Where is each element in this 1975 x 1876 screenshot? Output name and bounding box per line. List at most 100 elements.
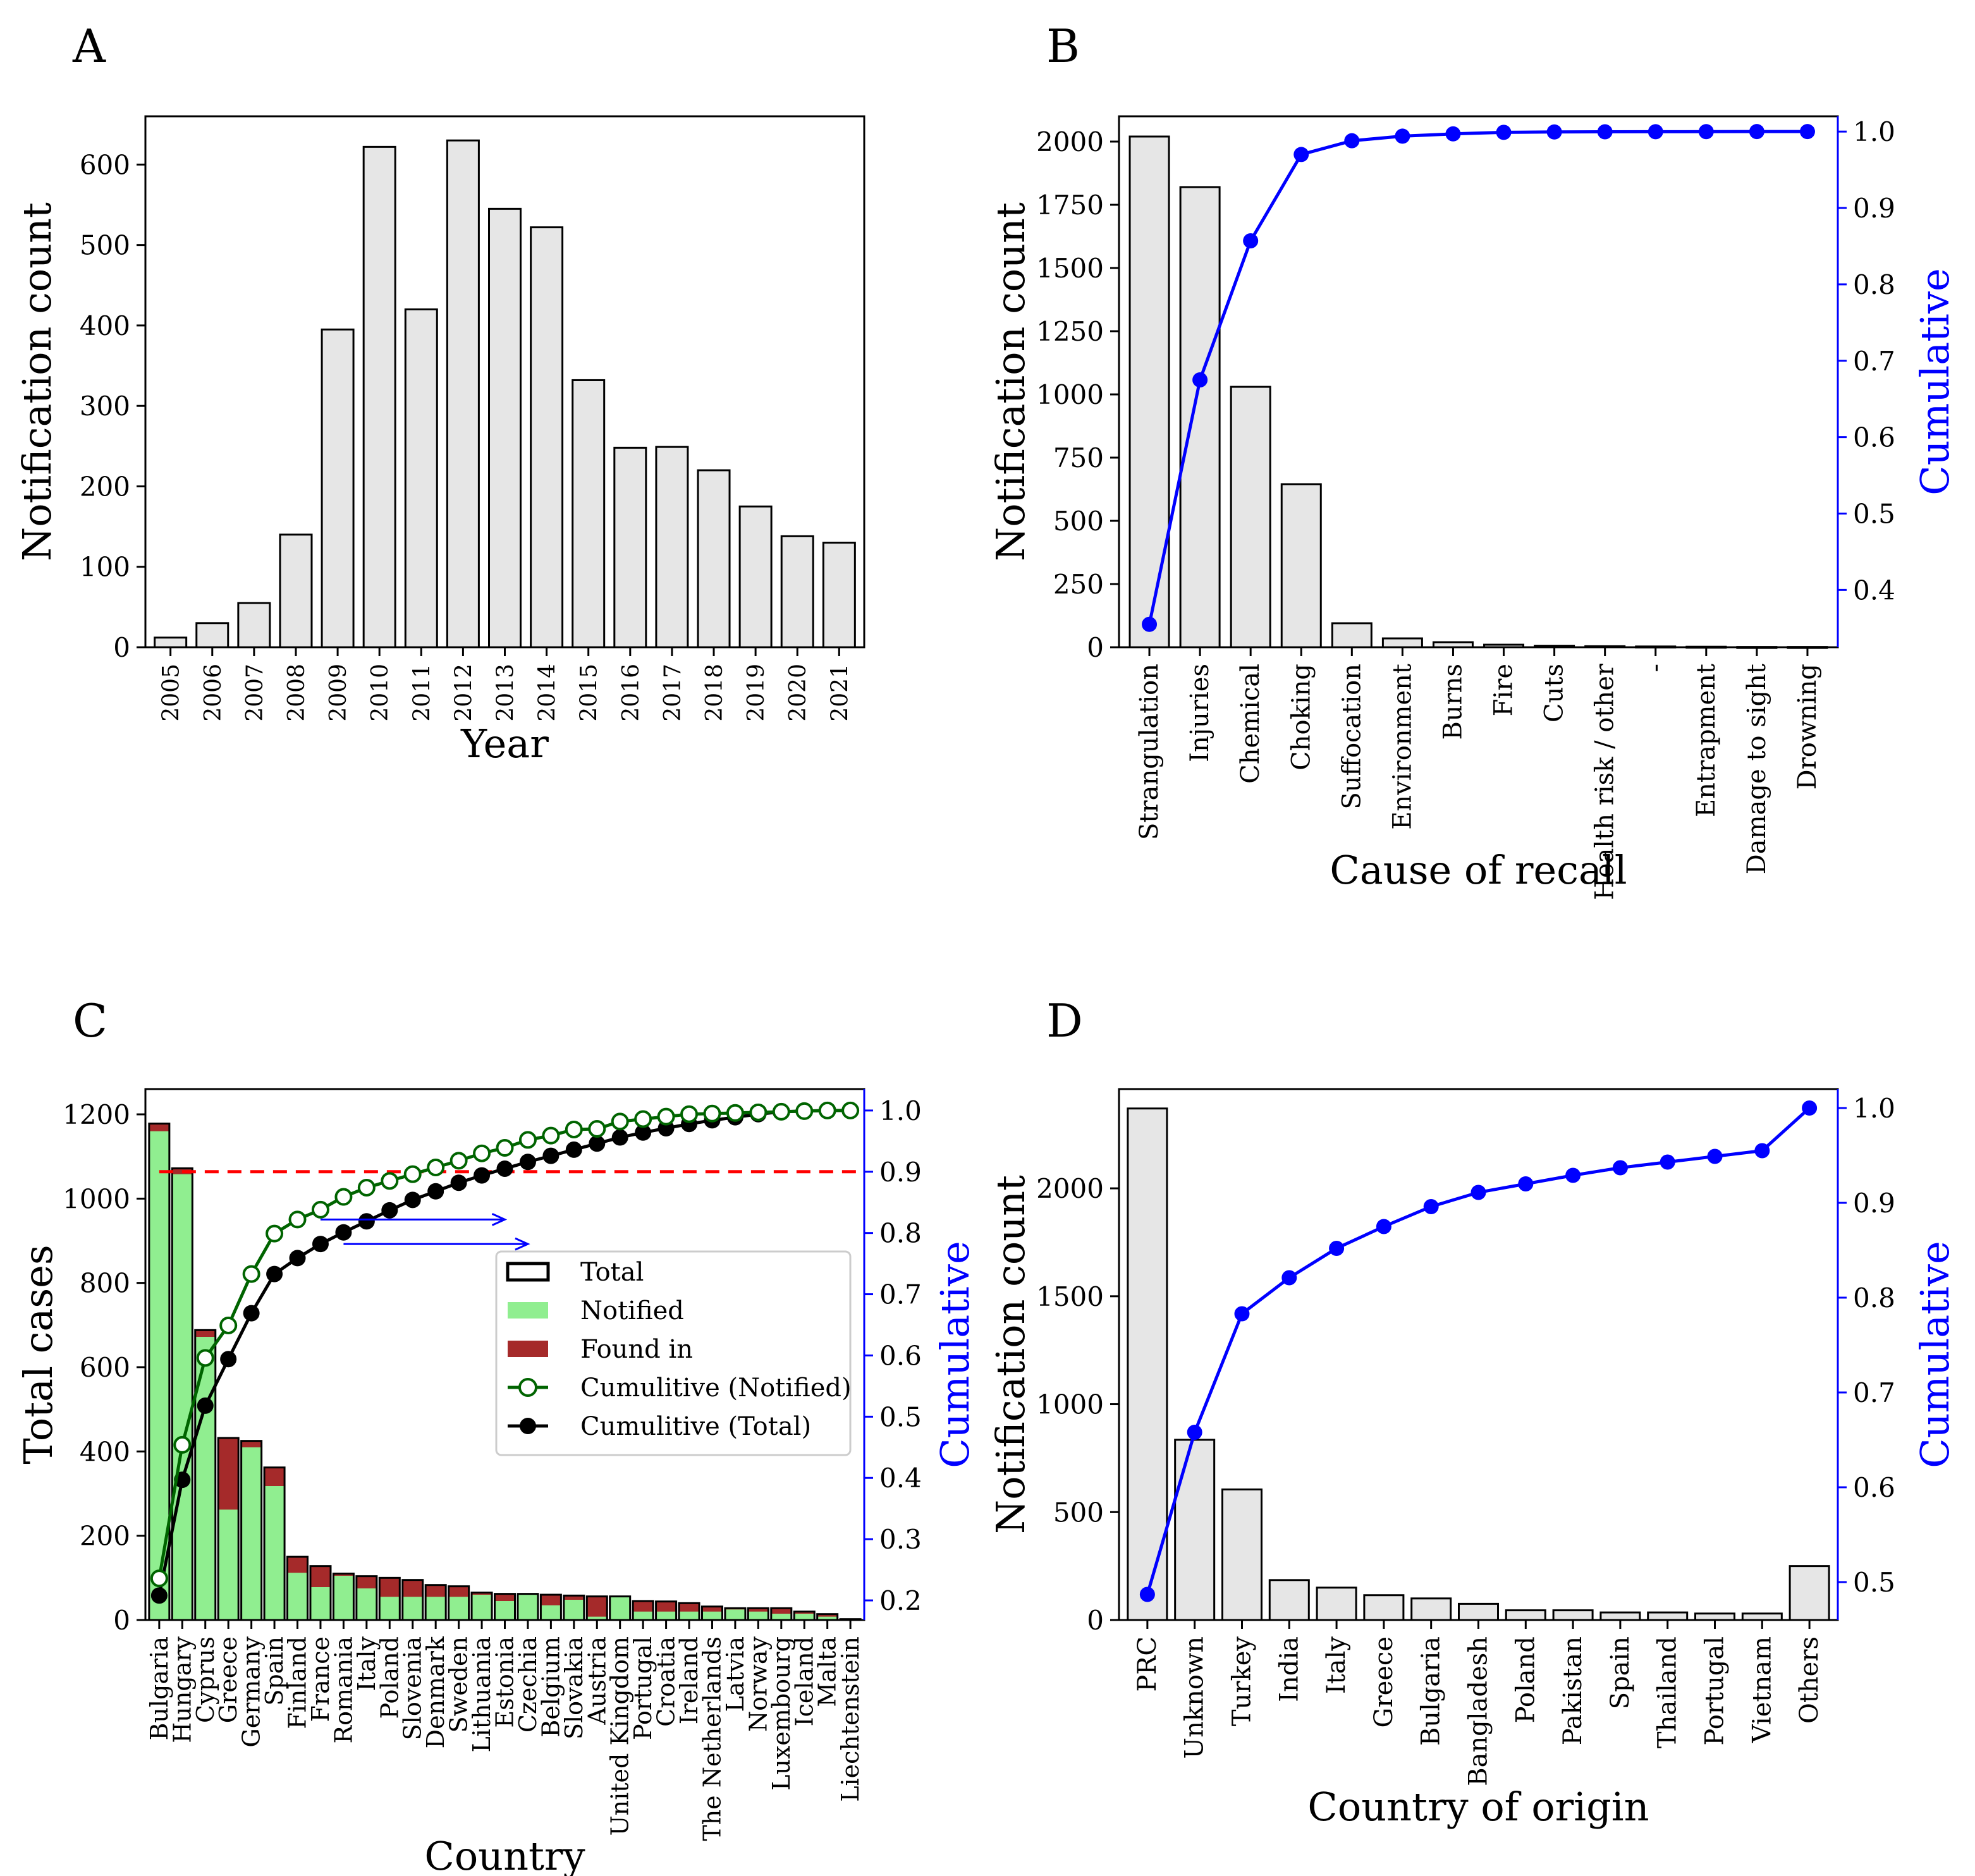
y-tick-label: 1500 xyxy=(1036,1281,1104,1312)
y-tick-label: 2000 xyxy=(1036,1173,1104,1204)
bar xyxy=(1599,1611,1641,1621)
y2-tick-label: 0.9 xyxy=(879,1157,922,1188)
cumulative-total-point xyxy=(474,1167,491,1184)
cumulative-point xyxy=(1546,124,1562,140)
notified-bar xyxy=(472,1595,492,1620)
x-tick-label: Damage to sight xyxy=(1742,664,1771,874)
x-tick-label: Malta xyxy=(814,1636,841,1707)
y2-tick-label: 0.4 xyxy=(1853,575,1895,606)
y2-tick-label: 0.7 xyxy=(879,1279,922,1310)
x-tick-label: 2016 xyxy=(618,664,644,722)
x-tick-label: Choking xyxy=(1287,664,1316,770)
bar xyxy=(1128,135,1170,649)
bar xyxy=(1174,1439,1216,1621)
x-tick-label: - xyxy=(1641,664,1670,673)
x-tick-label: Vietnam xyxy=(1747,1636,1776,1743)
y2-tick-label: 0.6 xyxy=(879,1340,922,1371)
y2-axis-label: Cumulative xyxy=(1912,1241,1958,1468)
x-tick-label: Burns xyxy=(1438,664,1467,740)
cumulative-notified-point xyxy=(542,1126,560,1145)
notified-bar xyxy=(264,1486,285,1620)
x-tick-label: Unknown xyxy=(1180,1636,1209,1759)
x-tick-label: Iceland xyxy=(790,1636,818,1726)
x-tick-label: Cuts xyxy=(1540,664,1569,722)
notified-bar xyxy=(656,1611,676,1620)
legend-label: Cumulitive (Total) xyxy=(580,1412,811,1441)
cumulative-point xyxy=(1518,1176,1534,1191)
x-tick-label: 2011 xyxy=(409,664,435,722)
cumulative-notified-point xyxy=(772,1102,790,1121)
x-tick-label: Germany xyxy=(238,1636,266,1747)
x-tick-label: Denmark xyxy=(422,1636,449,1748)
cumulative-notified-point xyxy=(749,1103,767,1121)
bar xyxy=(738,505,773,649)
y2-axis-label: Cumulative xyxy=(932,1241,978,1468)
y-tick-label: 1200 xyxy=(63,1099,130,1130)
cumulative-notified-point xyxy=(818,1101,836,1119)
x-tick-label: Greece xyxy=(1369,1636,1398,1728)
x-tick-label: Croatia xyxy=(652,1636,680,1727)
cumulative-total-point xyxy=(611,1129,628,1146)
bar xyxy=(321,328,355,649)
x-tick-label: France xyxy=(307,1636,334,1722)
x-tick-label: Thailand xyxy=(1653,1636,1682,1748)
y-tick-label: 1250 xyxy=(1036,316,1104,347)
y2-tick-label: 0.9 xyxy=(1853,193,1895,224)
y-tick-label: 800 xyxy=(80,1268,130,1299)
cumulative-point xyxy=(1192,372,1208,387)
x-tick-label: Liechtenstein xyxy=(836,1636,864,1802)
cumulative-notified-point xyxy=(611,1112,629,1131)
panel-label-a: A xyxy=(72,20,106,73)
cumulative-total-point xyxy=(496,1160,513,1177)
x-tick-label: Slovenia xyxy=(399,1636,427,1740)
bar xyxy=(1230,386,1271,649)
bar xyxy=(1127,1107,1168,1621)
notified-bar xyxy=(702,1611,723,1620)
bar xyxy=(1505,1609,1546,1621)
notified-bar xyxy=(356,1588,377,1620)
y-tick-label: 500 xyxy=(80,230,130,261)
x-tick-label: Bulgaria xyxy=(145,1636,173,1741)
x-tick-label: Sweden xyxy=(445,1636,473,1733)
x-tick-label: Bangladesh xyxy=(1464,1636,1493,1786)
notified-bar xyxy=(679,1611,700,1620)
x-tick-label: India xyxy=(1275,1636,1304,1702)
cumulative-notified-point xyxy=(473,1144,491,1162)
cumulative-point xyxy=(1799,124,1815,140)
bar xyxy=(1410,1597,1452,1621)
notified-bar xyxy=(771,1614,792,1620)
cumulative-total-point xyxy=(312,1236,329,1253)
cumulative-notified-point xyxy=(634,1110,652,1128)
x-axis-label: Cause of recall xyxy=(1330,847,1627,893)
x-tick-label: 2008 xyxy=(284,664,310,722)
x-tick-label: Bulgaria xyxy=(1417,1636,1446,1746)
notified-bar xyxy=(748,1611,769,1620)
y-tick-label: 250 xyxy=(1053,569,1104,600)
cumulative-point xyxy=(1660,1154,1675,1170)
cumulative-notified-point xyxy=(381,1172,399,1190)
y-tick-label: 600 xyxy=(80,149,130,180)
notified-bar xyxy=(149,1131,169,1620)
x-tick-label: 2006 xyxy=(200,664,226,722)
cumulative-point xyxy=(1597,124,1613,140)
x-tick-label: 2015 xyxy=(577,664,602,722)
y-axis-label: Total cases xyxy=(15,1245,61,1464)
cumulative-point xyxy=(1471,1185,1486,1200)
x-tick-label: Entrapment xyxy=(1692,664,1721,817)
x-tick-label: Estonia xyxy=(491,1636,519,1728)
bar xyxy=(1647,1611,1689,1621)
y-axis-label: Notification count xyxy=(988,202,1034,561)
cumulative-point xyxy=(1243,233,1259,249)
notified-bar xyxy=(448,1597,469,1620)
bar xyxy=(572,379,606,649)
arrow-head xyxy=(515,1237,530,1251)
cumulative-notified-point xyxy=(288,1210,307,1229)
x-tick-label: Others xyxy=(1795,1636,1824,1724)
y2-tick-label: 0.7 xyxy=(1853,1377,1895,1408)
y2-tick-label: 0.8 xyxy=(1853,269,1895,300)
y2-tick-label: 0.7 xyxy=(1853,346,1895,377)
y-tick-label: 0 xyxy=(113,632,130,663)
y-tick-label: 0 xyxy=(1087,632,1104,663)
notified-bar xyxy=(587,1616,608,1620)
